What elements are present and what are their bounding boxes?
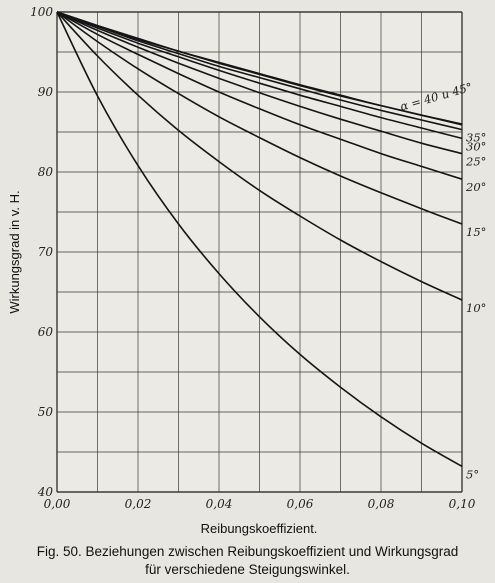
y-tick-label: 100 xyxy=(30,5,53,19)
curve-15-deg xyxy=(56,11,463,225)
x-tick-label: 0,06 xyxy=(287,497,314,511)
curve-label: 10° xyxy=(466,301,486,315)
x-tick-label: 0,08 xyxy=(368,497,395,511)
curve-20-deg xyxy=(56,11,463,180)
figure-caption-line-2: für verschiedene Steigungswinkel. xyxy=(145,562,350,577)
curve-label: 15° xyxy=(466,225,486,239)
y-tick-label: 70 xyxy=(38,245,54,259)
y-tick-label: 60 xyxy=(38,325,54,339)
x-tick-label: 0,02 xyxy=(125,497,152,511)
y-tick-labels: 40 50 60 70 80 90 100 xyxy=(30,5,53,499)
y-tick-label: 80 xyxy=(38,165,54,179)
y-tick-label: 50 xyxy=(38,405,54,419)
x-tick-labels: 0,00 0,02 0,04 0,06 0,08 0,10 xyxy=(44,497,476,511)
curve-label: 25° xyxy=(465,155,486,169)
curve-35-deg xyxy=(56,11,463,131)
curve-label: 35° xyxy=(466,131,486,145)
chart: 0,00 0,02 0,04 0,06 0,08 0,10 40 50 60 70 80 90 100… xyxy=(7,5,486,536)
curve-label: 20° xyxy=(465,180,486,194)
x-tick-label: 0,04 xyxy=(206,497,233,511)
curve-label: 5° xyxy=(466,467,479,481)
x-tick-label: 0,10 xyxy=(449,497,476,511)
curves xyxy=(56,11,463,468)
curve-45-deg xyxy=(56,11,463,125)
curve-label: 30° xyxy=(466,139,486,153)
figure-caption: Fig. 50. Beziehungen zwischen Reibungsko… xyxy=(36,544,459,559)
y-tick-label: 90 xyxy=(38,85,54,99)
y-axis-label: Wirkungsgrad in v. H. xyxy=(7,190,22,313)
y-tick-label: 40 xyxy=(37,485,54,499)
curve-10-deg xyxy=(56,11,463,301)
curve-30-deg xyxy=(56,11,463,140)
x-axis-label: Reibungskoeffizient. xyxy=(201,521,318,536)
curve-5-deg xyxy=(56,11,463,468)
x-tick-label: 0,00 xyxy=(44,497,71,511)
curve-25-deg xyxy=(56,11,463,155)
